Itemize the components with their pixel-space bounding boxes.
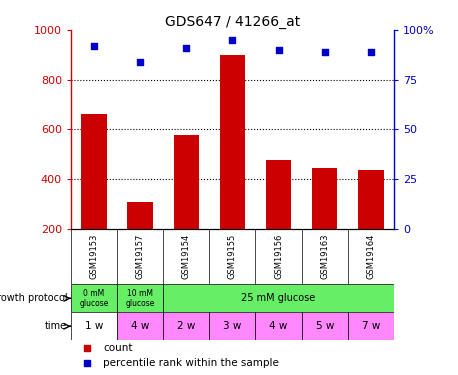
Text: 4 w: 4 w	[269, 321, 288, 331]
Text: 10 mM
glucose: 10 mM glucose	[125, 289, 155, 308]
Bar	[209, 312, 256, 340]
Point	[136, 59, 144, 65]
Text: GSM19153: GSM19153	[90, 234, 98, 279]
Text: GSM19156: GSM19156	[274, 234, 283, 279]
Point	[83, 345, 91, 351]
Bar	[82, 114, 107, 228]
Text: 25 mM glucose: 25 mM glucose	[241, 293, 316, 303]
Bar	[71, 284, 117, 312]
Text: growth protocol: growth protocol	[0, 293, 67, 303]
Bar	[358, 170, 383, 228]
Text: count: count	[103, 343, 133, 353]
Text: GSM19157: GSM19157	[136, 234, 145, 279]
Text: 3 w: 3 w	[223, 321, 242, 331]
Text: 4 w: 4 w	[131, 321, 149, 331]
Point	[229, 37, 236, 43]
Point	[183, 45, 190, 51]
Bar	[71, 312, 117, 340]
Bar	[220, 55, 245, 228]
Point	[90, 43, 98, 49]
Bar	[312, 168, 338, 228]
Point	[83, 360, 91, 366]
Text: 7 w: 7 w	[362, 321, 380, 331]
Point	[321, 49, 328, 55]
Text: GSM19154: GSM19154	[182, 234, 191, 279]
Bar	[163, 284, 394, 312]
Text: time: time	[45, 321, 67, 331]
Bar	[117, 284, 163, 312]
Point	[367, 49, 375, 55]
Point	[275, 47, 282, 53]
Text: 0 mM
glucose: 0 mM glucose	[79, 289, 109, 308]
Bar	[256, 312, 302, 340]
Bar	[348, 312, 394, 340]
Text: GSM19163: GSM19163	[320, 234, 329, 279]
Bar	[302, 312, 348, 340]
Bar	[127, 202, 153, 228]
Text: GSM19155: GSM19155	[228, 234, 237, 279]
Text: 5 w: 5 w	[316, 321, 334, 331]
Bar	[266, 160, 291, 228]
Bar	[163, 312, 209, 340]
Text: 1 w: 1 w	[85, 321, 103, 331]
Text: GSM19164: GSM19164	[366, 234, 375, 279]
Title: GDS647 / 41266_at: GDS647 / 41266_at	[165, 15, 300, 29]
Text: percentile rank within the sample: percentile rank within the sample	[103, 358, 279, 369]
Bar	[174, 135, 199, 228]
Text: 2 w: 2 w	[177, 321, 196, 331]
Bar	[117, 312, 163, 340]
